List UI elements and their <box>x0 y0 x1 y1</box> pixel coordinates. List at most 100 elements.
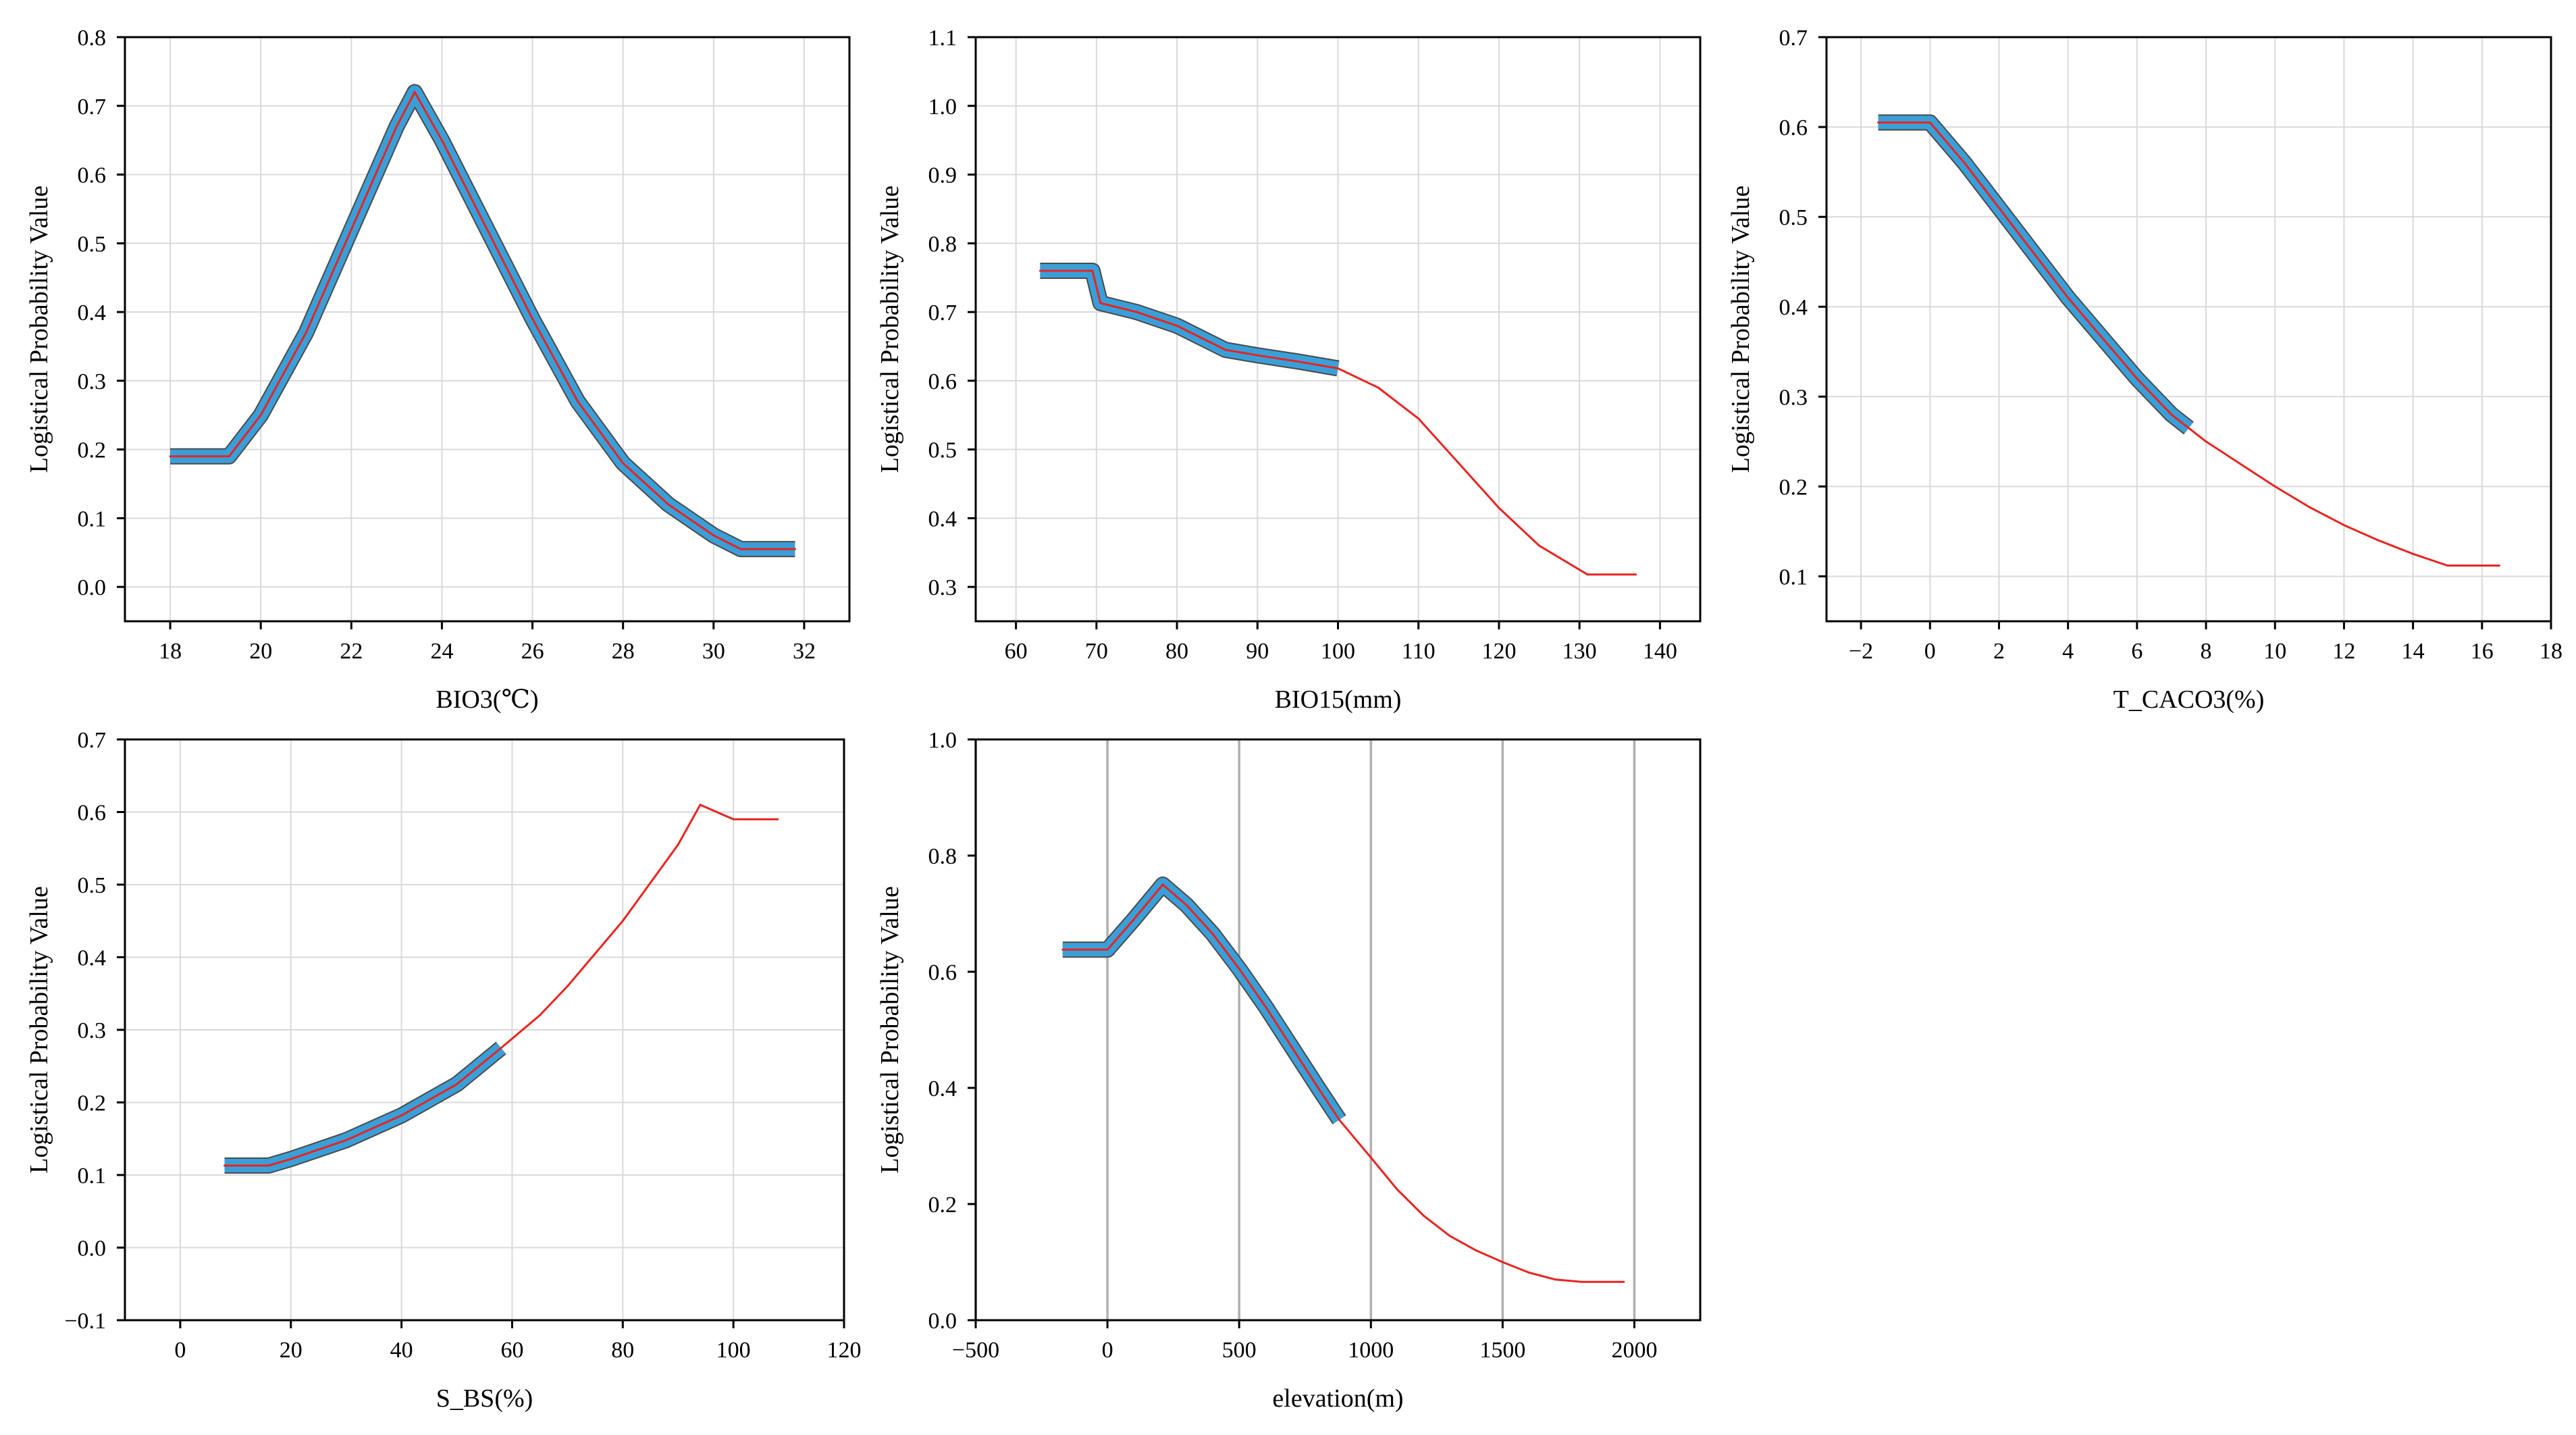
y-tick-label: 0.3 <box>78 1018 107 1043</box>
x-tick-label: 12 <box>2332 639 2355 664</box>
y-tick-label: 0.2 <box>78 438 107 463</box>
response-point <box>1039 269 1041 272</box>
response-point <box>305 332 307 334</box>
confidence-band <box>170 85 795 556</box>
response-point <box>267 1164 270 1167</box>
y-tick-label: 0.3 <box>78 369 107 394</box>
y-tick-label: 0.5 <box>1779 205 1808 230</box>
response-point <box>1296 360 1299 363</box>
x-axis-title: BIO15(mm) <box>1275 685 1402 714</box>
y-tick-label: 0.6 <box>78 801 107 826</box>
response-point <box>400 1114 403 1117</box>
response-point <box>566 985 569 987</box>
response-point <box>1417 417 1420 420</box>
response-point <box>2205 440 2207 443</box>
x-tick-label: 14 <box>2402 639 2425 664</box>
x-tick-label: 120 <box>1481 639 1516 664</box>
response-point <box>531 317 534 320</box>
response-point <box>1224 348 1227 351</box>
response-point <box>290 1157 292 1160</box>
y-tick-label: 0.8 <box>928 232 957 257</box>
response-point <box>1422 1214 1425 1217</box>
response-point <box>1457 462 1460 465</box>
y-tick-label: 0.9 <box>928 163 957 188</box>
y-tick-label: 0.8 <box>928 844 957 869</box>
response-point <box>2032 251 2035 254</box>
y-tick-label: 0.7 <box>78 728 107 753</box>
x-tick-label: 2000 <box>1611 1338 1657 1363</box>
y-tick-label: 0.5 <box>78 232 107 257</box>
response-point <box>413 90 416 93</box>
x-tick-label: 20 <box>280 1338 303 1363</box>
panel-elevation: −500 0 500 1000 1500 2000 0.0 0.2 0.4 0.6 0.8 1.0 el… <box>876 728 1702 1413</box>
x-tick-label: 32 <box>793 639 816 664</box>
x-tick-label: 60 <box>1005 639 1028 664</box>
response-point <box>2170 413 2173 416</box>
response-point <box>1554 1278 1556 1281</box>
response-point <box>395 125 398 128</box>
y-tick-label: 1.0 <box>928 95 957 120</box>
confidence-band-outline <box>1040 263 1340 377</box>
response-curve <box>1040 269 1636 576</box>
response-point <box>1635 573 1637 576</box>
response-point <box>1396 1189 1398 1191</box>
x-tick-label: 140 <box>1643 639 1677 664</box>
panel-s-bs: 0 20 40 60 80 100 120 −0.1 0.0 0.1 0.2 0.3 0.4 0.5 0.6… <box>25 728 862 1413</box>
response-point <box>1498 506 1500 509</box>
response-point <box>1538 544 1541 547</box>
response-point <box>1290 1046 1293 1049</box>
response-point <box>1132 918 1135 921</box>
confidence-band-outline <box>224 1041 506 1174</box>
y-tick-label: 0.1 <box>78 506 107 531</box>
y-axis-title: Logistical Probability Value <box>876 886 904 1174</box>
confidence-band <box>1878 115 2193 434</box>
x-tick-label: 6 <box>2131 639 2143 664</box>
y-tick-label: 0.6 <box>78 163 107 188</box>
response-point <box>1211 933 1214 935</box>
x-tick-label: 30 <box>702 639 725 664</box>
response-point <box>2308 506 2311 508</box>
x-tick-label: 0 <box>174 1338 186 1363</box>
x-tick-label: 16 <box>2471 639 2494 664</box>
response-point <box>1337 367 1339 369</box>
y-tick-label: 0.0 <box>78 575 107 600</box>
response-point <box>2239 463 2242 465</box>
confidence-band <box>224 1043 506 1172</box>
x-tick-label: −500 <box>952 1338 999 1363</box>
response-point <box>1998 207 2000 209</box>
response-point <box>1061 948 1064 951</box>
response-point <box>2342 524 2345 527</box>
response-point <box>2446 565 2449 567</box>
x-tick-label: 0 <box>1102 1338 1113 1363</box>
y-tick-label: 0.2 <box>78 1091 107 1116</box>
y-tick-label: 1.1 <box>928 26 957 51</box>
response-point <box>732 818 735 820</box>
x-tick-label: 24 <box>430 639 453 664</box>
response-curve <box>1062 883 1624 1283</box>
response-point <box>1377 386 1379 389</box>
y-tick-label: 0.2 <box>928 1193 957 1218</box>
x-tick-label: 80 <box>611 1338 634 1363</box>
y-tick-label: 0.4 <box>78 946 107 971</box>
x-tick-label: 500 <box>1222 1338 1257 1363</box>
response-point <box>2377 539 2380 542</box>
x-axis-title: elevation(m) <box>1272 1384 1403 1413</box>
response-curve <box>170 90 795 550</box>
x-tick-label: 10 <box>2263 639 2286 664</box>
response-point <box>677 843 679 846</box>
x-tick-label: 22 <box>340 639 363 664</box>
x-tick-label: 90 <box>1246 639 1269 664</box>
response-point <box>577 400 579 402</box>
y-tick-label: 0.4 <box>928 1076 957 1101</box>
x-axis-title: S_BS(%) <box>436 1384 533 1413</box>
x-tick-label: 18 <box>2540 639 2562 664</box>
x-tick-label: 80 <box>1165 639 1188 664</box>
x-tick-label: 0 <box>1924 639 1936 664</box>
x-tick-label: 4 <box>2062 639 2074 664</box>
y-axis-title: Logistical Probability Value <box>876 186 904 473</box>
response-point <box>1963 161 1966 164</box>
y-axis-title: Logistical Probability Value <box>25 186 53 473</box>
y-tick-label: 0.4 <box>78 301 107 325</box>
response-point <box>350 228 352 231</box>
